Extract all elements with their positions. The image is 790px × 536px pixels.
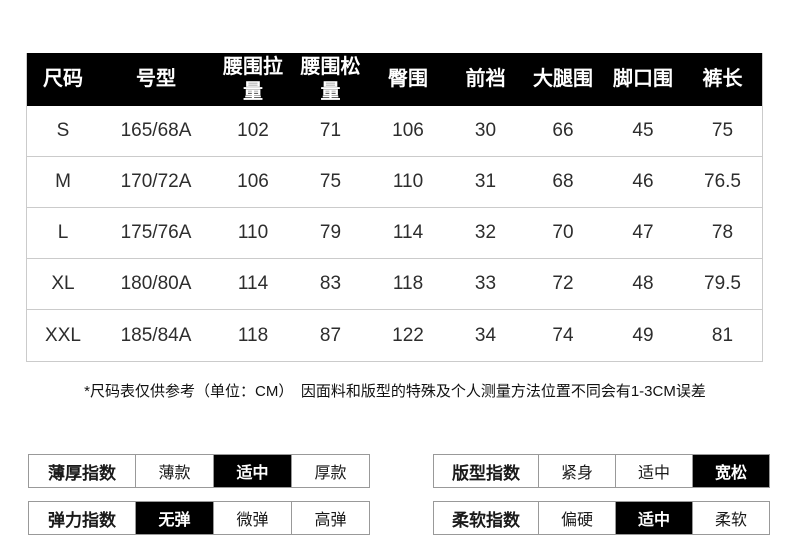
size-table-cell: 165/68A (120, 120, 192, 141)
size-table-cell: 34 (474, 324, 497, 346)
indicator-option: 宽松 (692, 455, 769, 487)
size-table-row: XXL 185/84A 118 87 122 34 74 49 81 (27, 310, 762, 361)
indicator-table-2: 弹力指数 无弹 微弹 高弹 (28, 501, 370, 535)
size-table-header-cell: 裤长 (702, 68, 743, 90)
size-table-cell: 31 (474, 171, 497, 192)
size-table-cell: 32 (474, 222, 497, 243)
size-table-header-cell: 臀围 (388, 68, 428, 90)
size-table-cell: 175/76A (120, 222, 192, 243)
size-table-cell: 72 (552, 273, 574, 294)
indicator-option: 微弹 (213, 502, 291, 534)
indicator-label: 薄厚指数 (48, 463, 116, 483)
indicator-option: 厚款 (291, 455, 369, 487)
size-table-cell: 33 (474, 273, 497, 294)
indicator-table-1: 版型指数 紧身 适中 宽松 (433, 454, 770, 488)
indicator-option: 适中 (615, 455, 692, 487)
size-table: 尺码 号型 腰围拉量 腰围松量 臀围 前裆 大腿围 脚口围 裤长 S 165/68A 102 71 106… (26, 53, 763, 362)
size-table-cell: S (56, 120, 70, 141)
size-table-row: XL 180/80A 114 83 118 33 72 48 79.5 (27, 259, 762, 310)
size-table-cell: 46 (632, 171, 654, 192)
size-table-cell: 71 (319, 120, 342, 141)
size-table-cell: 70 (552, 222, 574, 243)
size-table-cell: 83 (319, 273, 342, 294)
size-table-cell: 79 (319, 222, 342, 243)
indicator-option: 偏硬 (538, 502, 615, 534)
indicator-label: 柔软指数 (452, 510, 520, 530)
indicator-option: 无弹 (135, 502, 213, 534)
size-table-cell: 110 (237, 222, 269, 243)
size-table-cell: 114 (392, 222, 424, 243)
size-table-row: M 170/72A 106 75 110 31 68 46 76.5 (27, 157, 762, 208)
size-table-cell: 68 (552, 171, 574, 192)
size-table-cell: 76.5 (704, 171, 741, 192)
size-table-cell: 30 (474, 120, 497, 141)
indicator-option: 适中 (615, 502, 692, 534)
size-table-cell: XXL (45, 324, 81, 346)
size-table-cell: L (57, 222, 69, 243)
size-table-cell: 118 (237, 324, 269, 346)
size-table-header-cell: 前裆 (465, 68, 506, 90)
indicator-option: 适中 (213, 455, 291, 487)
indicator-label: 弹力指数 (48, 510, 116, 530)
size-table-header-cell: 脚口围 (613, 68, 673, 90)
size-table-cell: 185/84A (120, 324, 192, 346)
size-table-cell: 66 (552, 120, 574, 141)
size-table-cell: 110 (392, 171, 424, 192)
size-table-header-cell: 大腿围 (533, 68, 593, 90)
indicator-label: 版型指数 (452, 463, 520, 483)
size-table-cell: 45 (632, 120, 654, 141)
indicator-option: 紧身 (538, 455, 615, 487)
indicator-option: 柔软 (692, 502, 769, 534)
size-table-cell: 75 (711, 120, 734, 141)
size-table-cell: 78 (711, 222, 734, 243)
size-table-cell: 122 (392, 324, 424, 346)
size-table-row: S 165/68A 102 71 106 30 66 45 75 (27, 106, 762, 157)
size-table-cell: XL (51, 273, 75, 294)
size-table-cell: 170/72A (120, 171, 192, 192)
size-table-row: L 175/76A 110 79 114 32 70 47 78 (27, 208, 762, 259)
size-table-header-cell: 腰围松量 (300, 55, 361, 103)
indicator-table-0: 薄厚指数 薄款 适中 厚款 (28, 454, 370, 488)
size-table-header-cell: 尺码 (43, 68, 83, 90)
size-table-cell: 79.5 (704, 273, 741, 294)
size-table-cell: 49 (632, 324, 654, 346)
size-table-cell: 75 (319, 171, 342, 192)
size-table-cell: 102 (237, 120, 269, 141)
size-table-cell: M (55, 171, 71, 192)
size-table-header-row: 尺码 号型 腰围拉量 腰围松量 臀围 前裆 大腿围 脚口围 裤长 (27, 53, 762, 106)
size-table-cell: 106 (392, 120, 424, 141)
indicator-option: 薄款 (135, 455, 213, 487)
size-table-cell: 114 (237, 273, 269, 294)
size-table-cell: 106 (237, 171, 269, 192)
size-table-cell: 81 (711, 324, 734, 346)
size-table-cell: 180/80A (120, 273, 192, 294)
indicator-table-3: 柔软指数 偏硬 适中 柔软 (433, 501, 770, 535)
indicator-option: 高弹 (291, 502, 369, 534)
size-table-header-cell: 腰围拉量 (223, 55, 283, 103)
size-table-cell: 87 (319, 324, 342, 346)
size-note: *尺码表仅供参考（单位：CM） 因面料和版型的特殊及个人测量方法位置不同会有1-… (84, 383, 706, 400)
size-table-cell: 48 (632, 273, 654, 294)
size-table-cell: 47 (632, 222, 654, 243)
size-table-cell: 74 (552, 324, 574, 346)
size-table-cell: 118 (392, 273, 424, 294)
size-table-header-cell: 号型 (136, 68, 176, 90)
